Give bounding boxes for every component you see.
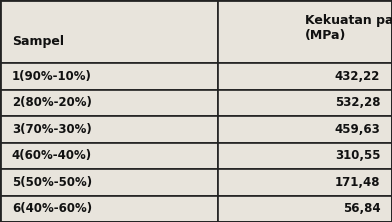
Bar <box>218 116 392 143</box>
Text: 56,84: 56,84 <box>343 202 380 215</box>
Text: 2(80%-20%): 2(80%-20%) <box>12 96 92 109</box>
Text: 4(60%-40%): 4(60%-40%) <box>12 149 92 162</box>
Bar <box>218 90 392 116</box>
Text: 459,63: 459,63 <box>334 123 380 136</box>
Bar <box>218 196 392 222</box>
Text: Sampel: Sampel <box>12 35 64 48</box>
Text: 171,48: 171,48 <box>335 176 380 189</box>
Text: 5(50%-50%): 5(50%-50%) <box>12 176 92 189</box>
Text: 432,22: 432,22 <box>335 70 380 83</box>
Bar <box>0 169 218 196</box>
Text: 310,55: 310,55 <box>335 149 380 162</box>
Text: 3(70%-30%): 3(70%-30%) <box>12 123 91 136</box>
Bar <box>0 196 218 222</box>
Text: 1(90%-10%): 1(90%-10%) <box>12 70 92 83</box>
Text: Kekuatan patah
(MPa): Kekuatan patah (MPa) <box>305 14 392 42</box>
Text: 6(40%-60%): 6(40%-60%) <box>12 202 92 215</box>
Bar <box>0 0 218 63</box>
Bar <box>0 116 218 143</box>
Bar <box>218 143 392 169</box>
Bar <box>0 90 218 116</box>
Text: 532,28: 532,28 <box>335 96 380 109</box>
Bar <box>218 169 392 196</box>
Bar <box>0 63 218 90</box>
Bar <box>218 0 392 63</box>
Bar <box>0 143 218 169</box>
Bar <box>218 63 392 90</box>
